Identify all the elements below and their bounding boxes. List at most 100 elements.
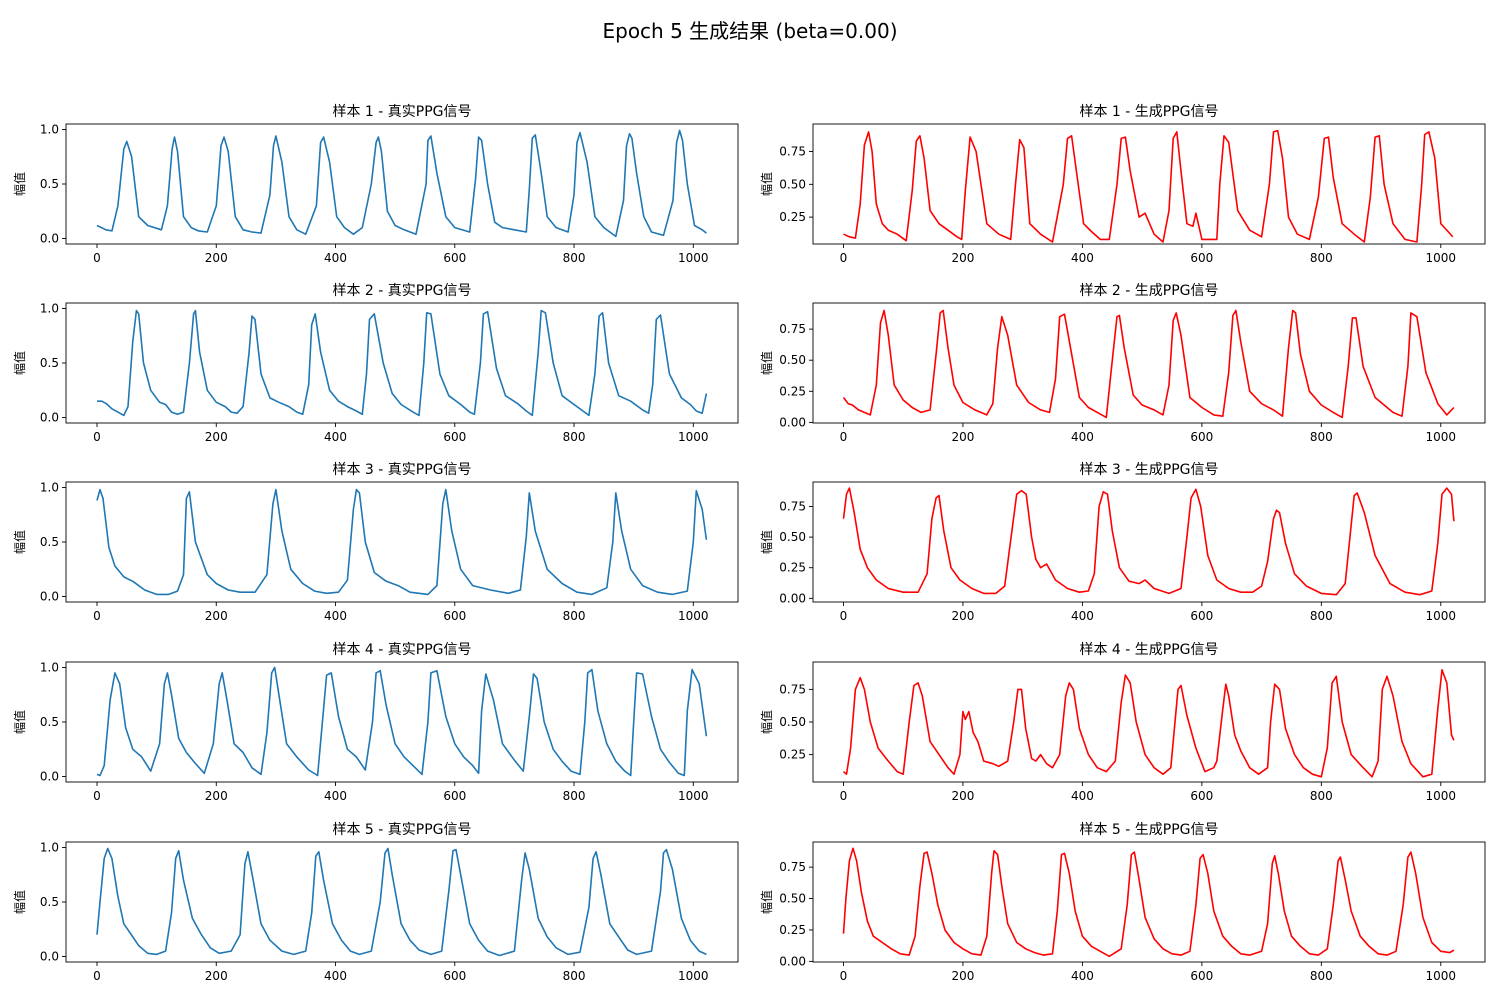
subplot-2-generated: 0 200 400 600 800 1000 0.00 0.25 0.50 0.75 样本 2 - … xyxy=(759,283,1486,444)
x-tick-label: 400 xyxy=(324,969,347,983)
plot-frame xyxy=(812,841,1486,963)
x-tick-label: 200 xyxy=(951,609,974,623)
subplot-title: 样本 1 - 生成PPG信号 xyxy=(1079,104,1218,120)
y-tick-label: 0.75 xyxy=(779,682,806,696)
x-tick-label: 0 xyxy=(840,609,848,623)
x-tick-label: 400 xyxy=(1071,251,1094,265)
x-tick-label: 600 xyxy=(443,251,466,265)
x-tick-label: 1000 xyxy=(678,969,709,983)
x-tick-label: 800 xyxy=(563,969,586,983)
y-axis-label: 幅值 xyxy=(759,710,774,734)
y-axis-label: 幅值 xyxy=(12,172,27,196)
x-tick-label: 0 xyxy=(840,789,848,803)
series-line xyxy=(842,309,1455,419)
series-line xyxy=(96,488,708,596)
subplot-title: 样本 4 - 生成PPG信号 xyxy=(1079,642,1218,658)
x-tick-label: 400 xyxy=(324,430,347,444)
series-line xyxy=(842,668,1455,778)
y-tick-label: 0.0 xyxy=(40,950,59,964)
y-tick-label: 0.75 xyxy=(779,499,806,513)
x-tick-label: 200 xyxy=(205,251,228,265)
x-tick-label: 800 xyxy=(563,251,586,265)
x-tick-label: 200 xyxy=(951,969,974,983)
x-tick-label: 400 xyxy=(324,609,347,623)
plot-frame xyxy=(65,123,739,245)
y-tick-label: 0.75 xyxy=(779,145,806,159)
y-tick-label: 0.75 xyxy=(779,322,806,336)
y-tick-label: 0.50 xyxy=(779,715,806,729)
subplot-1-generated: 0 200 400 600 800 1000 0.25 0.50 0.75 样本 1 - 生成PP… xyxy=(759,104,1486,265)
y-tick-label: 0.5 xyxy=(40,895,59,909)
y-tick-label: 0.00 xyxy=(779,591,806,605)
subplot-5-generated: 0 200 400 600 800 1000 0.00 0.25 0.50 0.75 样本 5 - … xyxy=(759,822,1486,983)
subplot-5-real: 0 200 400 600 800 1000 0.0 0.5 1.0 样本 5 - 真实PPG信号… xyxy=(12,822,739,983)
x-tick-label: 200 xyxy=(951,430,974,444)
x-tick-label: 800 xyxy=(563,789,586,803)
x-tick-label: 600 xyxy=(443,609,466,623)
y-tick-label: 0.25 xyxy=(779,384,806,398)
y-tick-label: 1.0 xyxy=(40,301,59,315)
series-line xyxy=(97,309,708,417)
series-line xyxy=(842,847,1455,958)
x-tick-label: 800 xyxy=(1310,969,1333,983)
x-tick-label: 200 xyxy=(205,430,228,444)
subplot-4-real: 0 200 400 600 800 1000 0.0 0.5 1.0 样本 4 - 真实PPG信号… xyxy=(12,642,739,803)
x-tick-label: 1000 xyxy=(1426,609,1457,623)
y-axis-label: 幅值 xyxy=(759,172,774,196)
y-tick-label: 0.0 xyxy=(40,590,59,604)
series-line xyxy=(843,129,1454,243)
plot-frame xyxy=(812,302,1486,424)
x-tick-label: 600 xyxy=(1190,251,1213,265)
subplot-title: 样本 5 - 生成PPG信号 xyxy=(1079,822,1218,838)
x-tick-label: 1000 xyxy=(678,251,709,265)
x-tick-label: 1000 xyxy=(1426,251,1457,265)
y-tick-label: 1.0 xyxy=(40,480,59,494)
x-tick-label: 200 xyxy=(205,969,228,983)
x-tick-label: 400 xyxy=(324,251,347,265)
x-tick-label: 1000 xyxy=(678,609,709,623)
x-tick-label: 1000 xyxy=(678,430,709,444)
y-tick-label: 0.0 xyxy=(40,411,59,425)
x-tick-label: 200 xyxy=(205,789,228,803)
x-tick-label: 0 xyxy=(840,430,848,444)
y-tick-label: 0.25 xyxy=(779,923,806,937)
x-tick-label: 1000 xyxy=(1426,789,1457,803)
y-tick-label: 0.0 xyxy=(40,232,59,246)
x-tick-label: 800 xyxy=(1310,609,1333,623)
x-tick-label: 1000 xyxy=(1426,430,1457,444)
x-tick-label: 600 xyxy=(1190,789,1213,803)
y-axis-label: 幅值 xyxy=(12,710,27,734)
x-tick-label: 800 xyxy=(1310,430,1333,444)
x-tick-label: 200 xyxy=(951,251,974,265)
y-tick-label: 1.0 xyxy=(40,840,59,854)
x-tick-label: 200 xyxy=(205,609,228,623)
subplot-title: 样本 2 - 生成PPG信号 xyxy=(1079,283,1218,299)
plot-frame xyxy=(65,661,739,783)
y-tick-label: 0.5 xyxy=(40,177,59,191)
x-tick-label: 0 xyxy=(93,969,101,983)
y-tick-label: 0.25 xyxy=(779,748,806,762)
series-line xyxy=(96,666,708,777)
y-tick-label: 0.00 xyxy=(779,415,806,429)
x-tick-label: 600 xyxy=(1190,609,1213,623)
subplot-3-real: 0 200 400 600 800 1000 0.0 0.5 1.0 样本 3 - 真实PPG信号… xyxy=(12,462,739,623)
y-tick-label: 0.5 xyxy=(40,535,59,549)
y-tick-label: 0.25 xyxy=(779,210,806,224)
subplot-title: 样本 3 - 生成PPG信号 xyxy=(1079,462,1218,478)
y-tick-label: 0.5 xyxy=(40,356,59,370)
x-tick-label: 800 xyxy=(1310,251,1333,265)
x-tick-label: 0 xyxy=(93,251,101,265)
x-tick-label: 0 xyxy=(93,430,101,444)
y-axis-label: 幅值 xyxy=(12,530,27,554)
plot-frame xyxy=(812,481,1486,603)
y-axis-label: 幅值 xyxy=(759,890,774,914)
x-tick-label: 400 xyxy=(1071,969,1094,983)
y-axis-label: 幅值 xyxy=(759,530,774,554)
x-tick-label: 0 xyxy=(840,969,848,983)
x-tick-label: 0 xyxy=(93,789,101,803)
subplot-title: 样本 4 - 真实PPG信号 xyxy=(332,642,471,658)
x-tick-label: 800 xyxy=(563,430,586,444)
subplot-title: 样本 3 - 真实PPG信号 xyxy=(332,462,471,478)
y-axis-label: 幅值 xyxy=(12,890,27,914)
